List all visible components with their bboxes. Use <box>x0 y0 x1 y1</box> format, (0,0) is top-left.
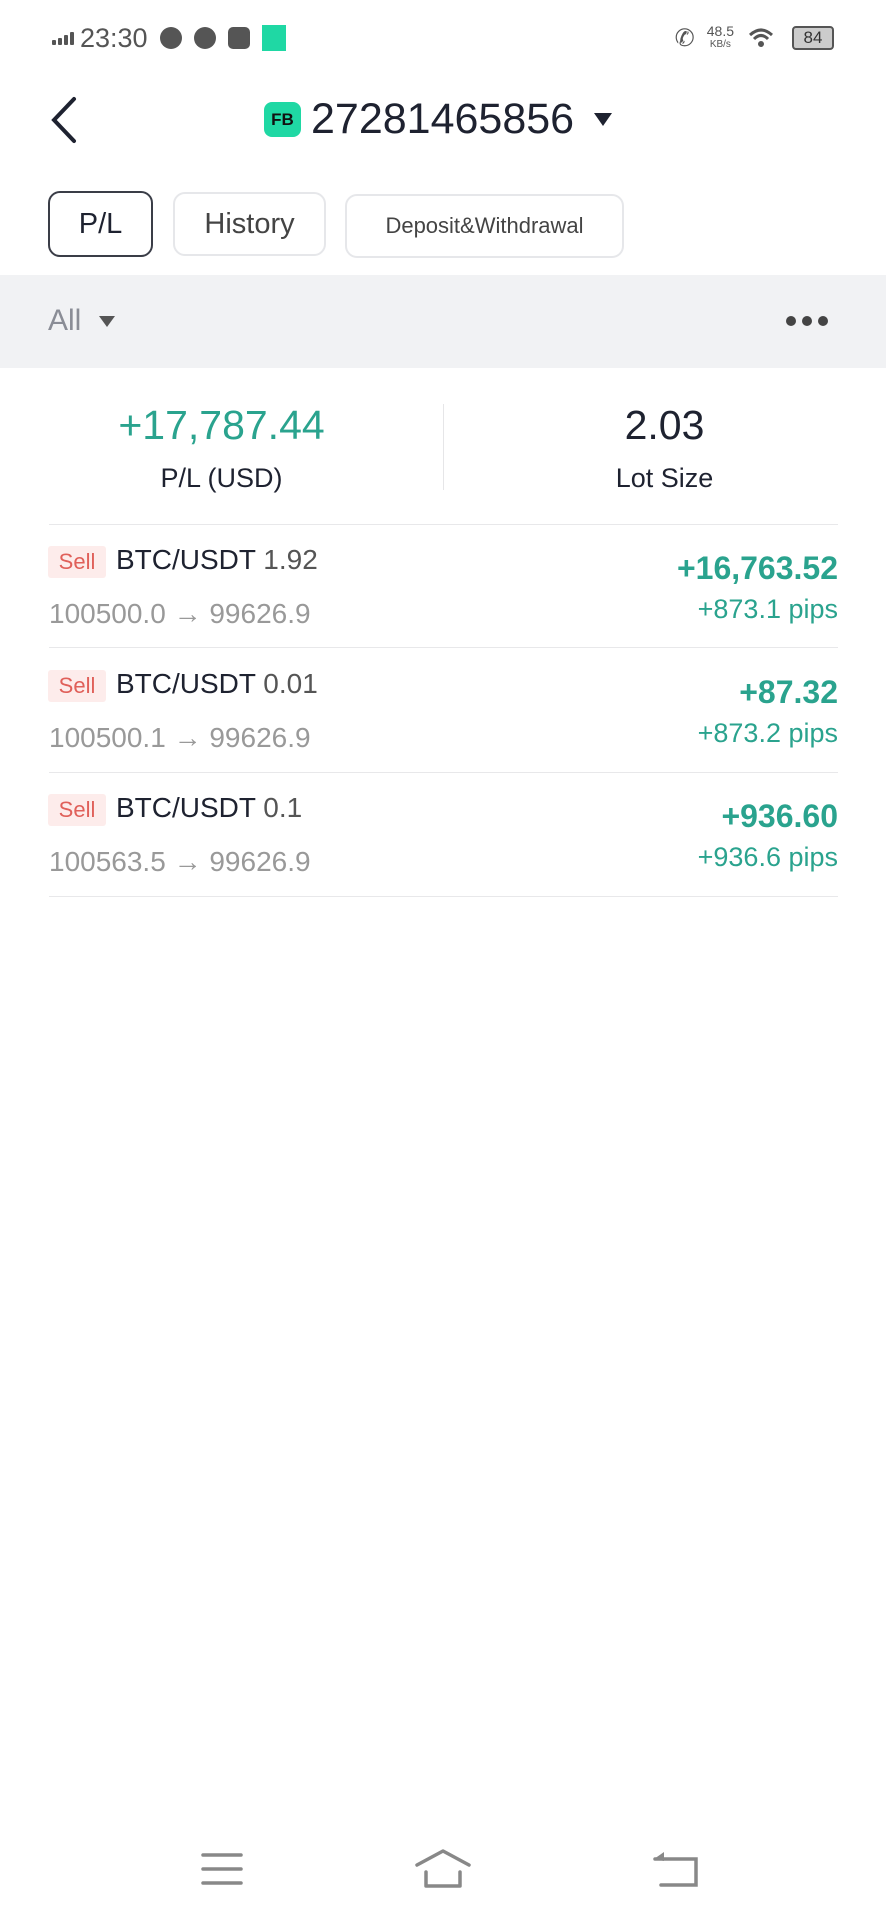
divider <box>49 896 838 897</box>
account-dropdown-icon[interactable] <box>594 113 612 126</box>
youtube-icon <box>227 27 250 49</box>
position-pips: +873.2 pips <box>697 718 838 748</box>
position-symbol: BTC/USDT 0.01 <box>116 668 318 700</box>
wifi-icon <box>748 28 774 47</box>
position-symbol: BTC/USDT 0.1 <box>116 792 302 824</box>
side-badge: Sell <box>48 546 106 578</box>
lots: 0.01 <box>263 668 318 699</box>
summary-divider <box>443 404 444 490</box>
symbol: BTC/USDT <box>116 668 256 699</box>
status-bar-right: ✆ 48.5 KB/s 84 <box>675 18 834 58</box>
home-icon[interactable] <box>414 1848 472 1890</box>
position-pl: +16,763.52 <box>676 550 838 586</box>
status-bar-left: 23:30 <box>52 18 286 58</box>
total-pl-value: +17,787.44 <box>118 402 325 448</box>
divider <box>49 524 838 525</box>
position-pl: +87.32 <box>739 674 838 710</box>
more-options-icon[interactable] <box>786 316 828 326</box>
message-icon <box>159 27 182 49</box>
price-range: 100500.0 → 99626.9 <box>49 598 311 629</box>
position-pl: +936.60 <box>721 798 838 834</box>
divider <box>49 772 838 773</box>
tab-history[interactable]: History <box>173 192 326 256</box>
filter-bar <box>0 275 886 368</box>
net-speed: 48.5 <box>706 23 734 39</box>
chevron-down-icon <box>99 315 116 327</box>
lots: 1.92 <box>263 544 318 575</box>
position-pips: +873.1 pips <box>697 594 838 624</box>
fastbull-app-icon <box>261 25 286 51</box>
telegram-icon <box>193 27 216 49</box>
position-row[interactable]: Sell BTC/USDT 1.92 100500.0 → 99626.9 +1… <box>0 524 886 648</box>
menu-icon[interactable] <box>200 1852 244 1886</box>
broker-logo: FB <box>264 102 301 137</box>
symbol: BTC/USDT <box>116 792 256 823</box>
tab-deposit-withdrawal[interactable]: Deposit&Withdrawal <box>345 194 624 258</box>
price-range: 100500.1 → 99626.9 <box>49 722 311 753</box>
lots: 0.1 <box>263 792 303 823</box>
net-unit: KB/s <box>709 39 731 50</box>
position-row[interactable]: Sell BTC/USDT 0.1 100563.5 → 99626.9 +93… <box>0 772 886 896</box>
lot-size-label: Lot Size <box>615 463 714 493</box>
symbol: BTC/USDT <box>116 544 256 575</box>
status-time: 23:30 <box>80 22 148 53</box>
side-badge: Sell <box>48 670 106 702</box>
battery-icon: 84 <box>792 26 834 50</box>
total-pl-label: P/L (USD) <box>160 463 283 493</box>
side-badge: Sell <box>48 794 106 826</box>
position-row[interactable]: Sell BTC/USDT 0.01 100500.1 → 99626.9 +8… <box>0 648 886 772</box>
back-nav-icon[interactable] <box>652 1852 700 1888</box>
divider <box>49 647 838 648</box>
account-number[interactable]: 27281465856 <box>311 95 575 143</box>
filter-selected: All <box>48 304 82 337</box>
position-pips: +936.6 pips <box>697 842 838 872</box>
lot-size-value: 2.03 <box>624 402 705 448</box>
position-symbol: BTC/USDT 1.92 <box>116 544 318 576</box>
back-icon[interactable] <box>48 96 80 144</box>
filter-dropdown[interactable]: All <box>48 304 116 338</box>
signal-icon <box>52 31 74 45</box>
wifi-call-icon: ✆ <box>674 24 695 52</box>
price-range: 100563.5 → 99626.9 <box>49 846 311 877</box>
tab-pl[interactable]: P/L <box>48 191 153 257</box>
